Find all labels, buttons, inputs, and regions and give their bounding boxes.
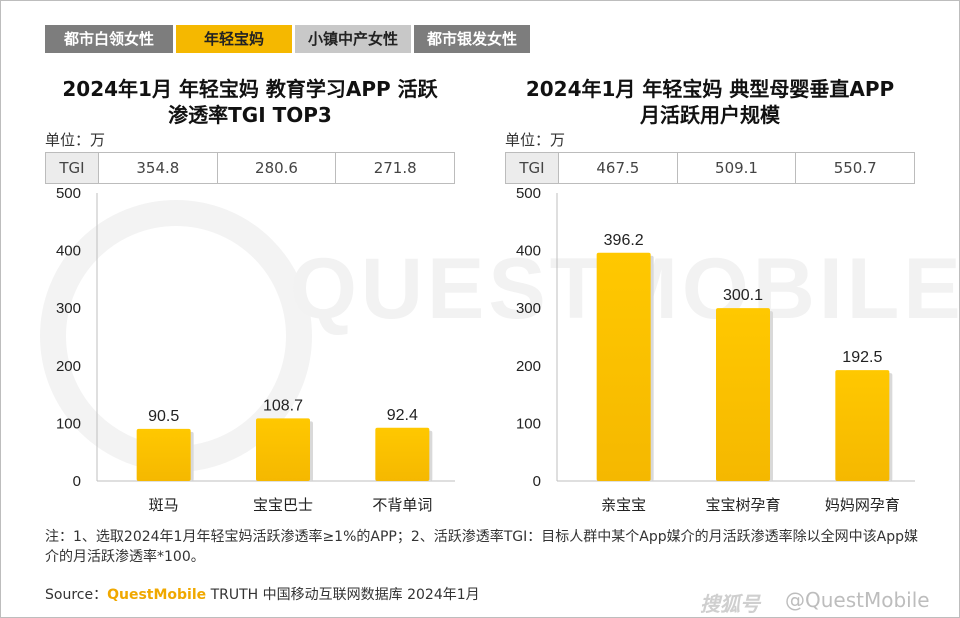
right-title-line2: 月活跃用户规模 (640, 103, 780, 127)
y-tick-label: 0 (533, 473, 541, 490)
bar (256, 418, 310, 481)
left-panel: 2024年1月 年轻宝妈 教育学习APP 活跃 渗透率TGI TOP3 单位：万… (45, 76, 455, 184)
bar-value-label: 300.1 (723, 287, 763, 304)
y-tick-label: 100 (56, 415, 81, 432)
category-label: 宝宝树孕育 (705, 496, 780, 514)
tgi-value: 509.1 (676, 153, 796, 183)
y-tick-label: 500 (516, 185, 541, 202)
tgi-value: 354.8 (98, 153, 217, 183)
tab-small-town-middle-class[interactable]: 小镇中产女性 (295, 25, 411, 53)
left-tgi-row: TGI 354.8 280.6 271.8 (45, 152, 455, 184)
footnote: 注：1、选取2024年1月年轻宝妈活跃渗透率≥1%的APP；2、活跃渗透率TGI… (45, 529, 918, 565)
tgi-value: 271.8 (335, 153, 454, 183)
account-watermark: @QuestMobile (785, 588, 930, 612)
y-tick-label: 0 (73, 473, 81, 490)
right-panel: 2024年1月 年轻宝妈 典型母婴垂直APP 月活跃用户规模 单位：万 TGI … (505, 76, 915, 184)
source-brand: QuestMobile (107, 587, 207, 603)
right-title-line1: 2024年1月 年轻宝妈 典型母婴垂直APP (525, 77, 895, 101)
bar (596, 252, 651, 481)
tgi-label: TGI (46, 153, 98, 183)
tab-urban-white-collar[interactable]: 都市白领女性 (45, 25, 173, 53)
right-tgi-row: TGI 467.5 509.1 550.7 (505, 152, 915, 184)
right-bar-chart: 0 100 200 300 400 500 396.2 亲宝宝 300.1 宝宝树孕育 192.5 妈… (516, 185, 915, 514)
bar (835, 370, 890, 481)
y-tick-label: 300 (56, 300, 81, 317)
tab-urban-silver[interactable]: 都市银发女性 (414, 25, 530, 53)
bar (716, 308, 770, 481)
platform-watermark: 搜狐号 (700, 592, 760, 616)
segment-tabs: 都市白领女性 年轻宝妈 小镇中产女性 都市银发女性 (45, 25, 530, 53)
category-label: 宝宝巴士 (253, 496, 313, 514)
category-label: 妈妈网孕育 (825, 496, 900, 514)
left-title-line1: 2024年1月 年轻宝妈 教育学习APP 活跃 (62, 77, 438, 101)
left-unit-label: 单位：万 (45, 131, 106, 149)
y-tick-label: 300 (516, 300, 541, 317)
y-tick-label: 500 (56, 185, 81, 202)
bar-value-label: 192.5 (842, 349, 882, 366)
y-tick-label: 200 (516, 358, 541, 375)
tgi-value: 550.7 (795, 153, 914, 183)
bar-value-label: 108.7 (263, 397, 303, 414)
left-title-line2: 渗透率TGI TOP3 (168, 103, 332, 127)
left-bar-chart: 0 100 200 300 400 500 90.5 斑马 108.7 宝宝巴士 92.4 不背单词 (56, 185, 455, 514)
tab-young-mothers[interactable]: 年轻宝妈 (176, 25, 292, 53)
tgi-value: 280.6 (216, 153, 336, 183)
bar-value-label: 396.2 (604, 232, 644, 249)
y-tick-label: 400 (56, 243, 81, 260)
right-unit-label: 单位：万 (505, 131, 566, 149)
category-label: 不背单词 (372, 496, 432, 514)
category-label: 斑马 (149, 496, 179, 514)
source-line: Source：QuestMobile TRUTH 中国移动互联网数据库 2024… (45, 584, 480, 604)
y-tick-label: 100 (516, 415, 541, 432)
source-prefix: Source： (45, 587, 108, 603)
bar-value-label: 92.4 (387, 407, 418, 424)
y-tick-label: 200 (56, 358, 81, 375)
tgi-label: TGI (506, 153, 558, 183)
bar-value-label: 90.5 (148, 408, 179, 425)
source-rest: TRUTH 中国移动互联网数据库 2024年1月 (206, 587, 480, 603)
bar (375, 427, 430, 481)
tgi-value: 467.5 (558, 153, 677, 183)
bar (136, 428, 191, 481)
y-tick-label: 400 (516, 243, 541, 260)
category-label: 亲宝宝 (601, 496, 646, 514)
